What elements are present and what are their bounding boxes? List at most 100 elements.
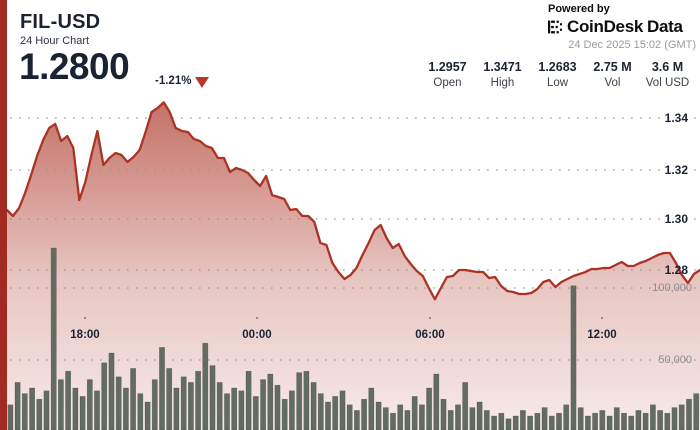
coindesk-mark-icon [548,20,562,34]
volume-bar [159,347,165,430]
volume-bar [195,370,201,430]
volume-bar [245,370,252,430]
volume-bar [606,415,613,430]
coindesk-logo[interactable]: CoinDesk Data [547,17,683,37]
x-tick-dot [601,317,603,319]
stat-volume: 2.75 M Vol [585,60,640,89]
volume-bar [115,376,122,430]
volume-bar [512,415,519,430]
volume-bar [29,387,35,430]
volume-bar [216,382,223,430]
stat-volume-label: Vol [604,77,621,89]
volume-bar [657,410,663,430]
volume-bar [498,412,505,430]
volume-bar [397,404,404,430]
volume-bar [462,382,469,430]
stat-high-label: High [490,77,515,89]
volume-bar [21,393,28,430]
stat-low: 1.2683 Low [530,60,585,89]
volume-bar [418,404,425,430]
volume-bar [519,410,526,430]
left-accent-bar [0,0,7,430]
volume-bar [173,387,180,430]
volume-bar [426,387,432,430]
volume-bar [267,373,274,430]
volume-bar [144,401,151,430]
volume-bar [556,412,562,430]
volume-bar [65,370,71,430]
volume-bar [209,365,216,430]
instrument-symbol: FIL-USD [20,11,101,33]
volume-bar [382,407,389,430]
volume-bar [570,285,577,430]
volume-bar [664,412,671,430]
stat-volume-usd-value: 3.6 M [651,60,684,74]
volume-bar [288,390,295,430]
volume-bar [505,418,512,430]
volume-bar [368,387,375,430]
down-triangle-icon [195,77,209,88]
volume-bar [43,390,50,430]
volume-bar [476,401,483,430]
volume-bar [339,390,346,430]
volume-bar [224,393,230,430]
stats-row: 1.2957 Open 1.3471 High 1.2683 Low 2.75 … [420,60,695,89]
volume-bar [527,415,533,430]
volume-bar [72,387,79,430]
volume-bar [361,398,367,430]
volume-bar [281,398,288,430]
volume-bar [541,407,548,430]
volume-bar [7,404,14,430]
volume-bar [57,379,64,430]
volume-bar [130,368,136,430]
volume-bar [14,382,21,430]
last-price: 1.2800 [19,46,130,87]
volume-bar [671,407,678,430]
volume-bar [303,370,310,430]
volume-bar [108,352,115,430]
volume-bar [317,393,324,430]
volume-bar [50,247,57,430]
volume-bar [274,384,281,430]
x-tick-dot [84,317,86,319]
volume-bar [188,382,194,430]
brand-name-coindesk: CoinDesk [567,17,644,36]
volume-bar [649,404,656,430]
volume-bar [534,412,541,430]
powered-by-label: Powered by [548,3,610,15]
volume-bar [455,404,461,430]
volume-bar [202,342,209,430]
volume-bar [86,379,93,430]
stat-high: 1.3471 High [475,60,530,89]
volume-bar [613,407,620,430]
volume-bar [36,398,43,430]
volume-bar [440,398,447,430]
volume-bar [346,404,353,430]
volume-bar [599,410,606,430]
stat-low-value: 1.2683 [538,60,577,74]
volume-bar [238,390,245,430]
stat-open: 1.2957 Open [420,60,475,89]
volume-bar [621,412,627,430]
volume-bar [678,404,685,430]
volume-bar [642,412,649,430]
volume-bar [469,407,476,430]
volume-bar [151,379,158,430]
brand-name-data: Data [647,17,683,36]
stat-volume-value: 2.75 M [593,60,632,74]
stat-volume-usd: 3.6 M Vol USD [640,60,695,89]
volume-bar [375,401,382,430]
chart-subtitle: 24 Hour Chart [20,35,90,47]
volume-bar [180,376,187,430]
volume-bar [231,387,238,430]
chart-header: FIL-USD 24 Hour Chart 1.2800 -1.21% Powe… [0,0,700,95]
volume-bar [483,410,490,430]
volume-bar [686,398,692,430]
volume-bar [310,382,317,430]
x-tick-dot [429,317,431,319]
volume-bar [491,415,497,430]
volume-bar [447,410,454,430]
